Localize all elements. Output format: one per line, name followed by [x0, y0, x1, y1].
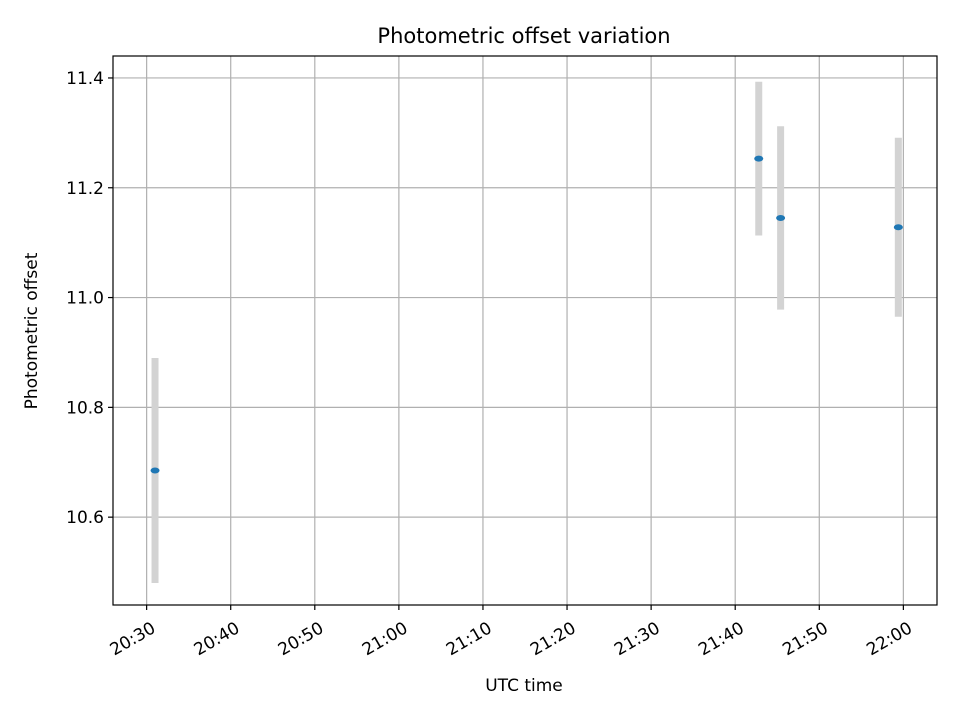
data-point — [754, 155, 764, 162]
x-axis-label: UTC time — [485, 676, 563, 696]
data-points — [150, 155, 903, 474]
grid — [113, 56, 937, 605]
y-tick-label: 10.8 — [66, 398, 104, 418]
y-tick-label: 11.2 — [66, 179, 104, 199]
y-axis-label: Photometric offset — [22, 252, 42, 409]
data-point — [776, 214, 786, 221]
data-point — [150, 467, 160, 474]
y-tick-label: 11.0 — [66, 289, 104, 309]
plot-frame — [112, 55, 938, 606]
chart-title: Photometric offset variation — [377, 24, 670, 48]
data-point — [893, 224, 903, 231]
y-tick-label: 10.6 — [66, 508, 104, 528]
y-axis-ticks: 10.6 10.8 11.0 11.2 11.4 — [66, 69, 113, 528]
y-tick-label: 11.4 — [66, 69, 104, 89]
